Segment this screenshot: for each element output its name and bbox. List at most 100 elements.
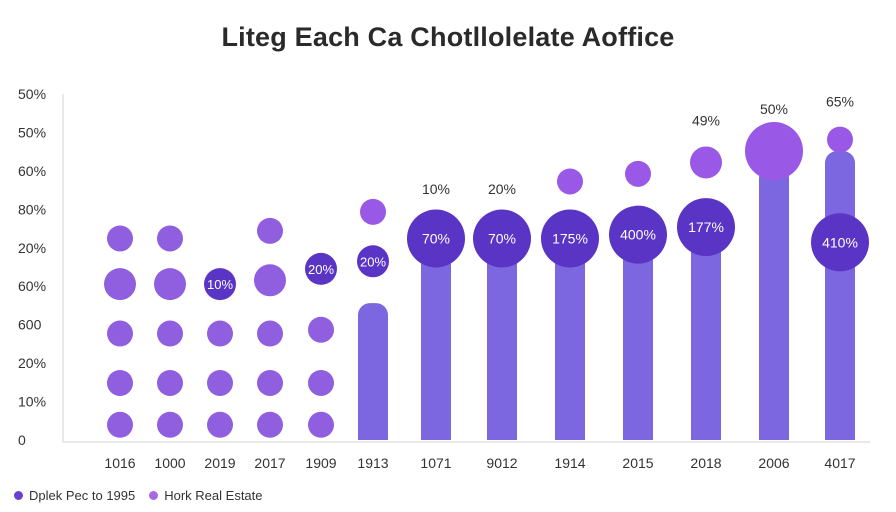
axes: 0 10% 20% 600 60% 20% 80% 60% 50% 50% 1016 1000 2019… [18, 86, 870, 471]
data-label: 20% [360, 254, 386, 269]
bar [691, 234, 721, 440]
bubble [207, 369, 233, 396]
bubble [154, 268, 186, 301]
y-tick-label: 0 [18, 432, 26, 448]
x-tick-label: 2015 [622, 455, 653, 471]
bar-base [358, 426, 388, 440]
bubble [473, 209, 531, 268]
bubble [308, 411, 334, 438]
bubble [827, 126, 853, 153]
legend-label-2: Hork Real Estate [164, 488, 263, 503]
x-tick-label: 1016 [104, 455, 135, 471]
bubble [360, 198, 386, 225]
bubble [557, 168, 583, 195]
bubble [541, 209, 599, 268]
bar-base [759, 426, 789, 440]
x-tick-label: 2018 [690, 455, 721, 471]
bubble [107, 369, 133, 396]
data-label: 10% [207, 277, 233, 292]
bubble [625, 160, 651, 187]
y-tick-label: 50% [18, 86, 46, 102]
bubble [357, 245, 389, 278]
bubble [104, 268, 136, 301]
annotation-label: 20% [488, 181, 516, 197]
data-label: 177% [688, 219, 724, 235]
bar-base [623, 426, 653, 440]
data-label: 410% [822, 234, 858, 250]
bar-base [421, 426, 451, 440]
bubble [157, 411, 183, 438]
bubble [254, 264, 286, 297]
bar [623, 234, 653, 440]
x-tick-label: 1000 [154, 455, 185, 471]
bar [759, 166, 789, 440]
x-tick-label: 2019 [204, 455, 235, 471]
x-tick-label: 1913 [357, 455, 388, 471]
bubbles [104, 122, 869, 438]
data-label: 70% [422, 230, 450, 246]
bubble [107, 225, 133, 252]
bubble [308, 369, 334, 396]
bubble [157, 320, 183, 347]
x-tick-label: 2017 [254, 455, 285, 471]
legend-label-1: Dplek Pec to 1995 [29, 488, 136, 503]
legend-dot-2 [149, 491, 159, 500]
annotation-label: 49% [692, 113, 720, 129]
bubble [107, 320, 133, 347]
bubble [811, 213, 869, 272]
y-tick-label: 20% [18, 355, 46, 371]
annotation-label: 50% [760, 101, 788, 117]
labels: 10% 20% 20% 70% 70% 175% 400% 177% 410% 10% 20% 49%… [207, 94, 858, 293]
y-tick-label: 80% [18, 201, 46, 217]
legend-item-2: Hork Real Estate [149, 488, 263, 503]
bar [555, 234, 585, 440]
x-tick-label: 1914 [554, 455, 585, 471]
annotation-label: 65% [826, 94, 854, 110]
bar-base [487, 426, 517, 440]
bubble [207, 411, 233, 438]
bubble [745, 122, 803, 181]
bar [421, 234, 451, 440]
bar [825, 151, 855, 441]
bubble [257, 217, 283, 244]
annotation-label: 10% [422, 181, 450, 197]
bar-base [825, 426, 855, 440]
x-tick-label: 9012 [486, 455, 517, 471]
bubble [407, 209, 465, 268]
bubble [308, 316, 334, 343]
y-tick-label: 60% [18, 278, 46, 294]
bubble [257, 320, 283, 347]
bubble [207, 320, 233, 347]
bubble [157, 225, 183, 252]
x-tick-label: 4017 [824, 455, 855, 471]
bubble [107, 411, 133, 438]
bars [358, 151, 855, 441]
legend-dot-1 [14, 491, 23, 500]
y-tick-label: 600 [18, 317, 42, 333]
bar-base [691, 426, 721, 440]
bubble [257, 411, 283, 438]
bubble [305, 252, 337, 285]
y-tick-label: 20% [18, 240, 46, 256]
x-tick-label: 1071 [420, 455, 451, 471]
bubble [157, 369, 183, 396]
chart-title: Liteg Each Ca Chotllolelate Aoffice [221, 22, 675, 52]
legend: Dplek Pec to 1995 Hork Real Estate [14, 488, 277, 503]
bar [358, 303, 388, 440]
bubble [690, 146, 722, 179]
data-label: 400% [620, 227, 656, 243]
bubble [204, 268, 236, 301]
legend-item-1: Dplek Pec to 1995 [14, 488, 135, 503]
bar-base [555, 426, 585, 440]
x-tick-label: 2006 [758, 455, 789, 471]
bar [487, 234, 517, 440]
bubble [257, 369, 283, 396]
data-label: 175% [552, 230, 588, 246]
x-tick-label: 1909 [305, 455, 336, 471]
y-tick-label: 10% [18, 394, 46, 410]
y-tick-label: 60% [18, 163, 46, 179]
data-label: 70% [488, 230, 516, 246]
bubble [677, 198, 735, 257]
y-tick-label: 50% [18, 124, 46, 140]
